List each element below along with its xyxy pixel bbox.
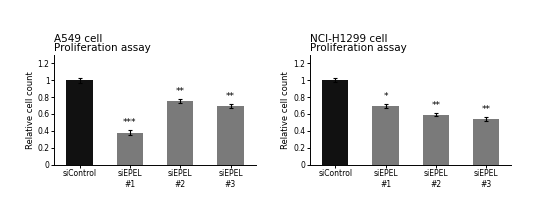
Text: ***: *** bbox=[123, 118, 137, 127]
Text: **: ** bbox=[226, 92, 235, 101]
Bar bbox=[322, 80, 348, 165]
Bar bbox=[66, 80, 92, 165]
Text: *: * bbox=[384, 92, 388, 101]
Text: Proliferation assay: Proliferation assay bbox=[54, 43, 151, 53]
Text: **: ** bbox=[176, 87, 185, 96]
Bar bbox=[218, 106, 244, 165]
Bar bbox=[167, 101, 193, 165]
Bar bbox=[423, 115, 449, 165]
Bar bbox=[473, 119, 499, 165]
Text: **: ** bbox=[481, 105, 491, 114]
Text: A549 cell: A549 cell bbox=[54, 34, 103, 44]
Bar bbox=[117, 133, 143, 165]
Bar bbox=[373, 106, 399, 165]
Text: Proliferation assay: Proliferation assay bbox=[310, 43, 407, 53]
Y-axis label: Relative cell count: Relative cell count bbox=[26, 71, 35, 149]
Text: NCI-H1299 cell: NCI-H1299 cell bbox=[310, 34, 387, 44]
Y-axis label: Relative cell count: Relative cell count bbox=[281, 71, 290, 149]
Text: **: ** bbox=[431, 101, 441, 110]
